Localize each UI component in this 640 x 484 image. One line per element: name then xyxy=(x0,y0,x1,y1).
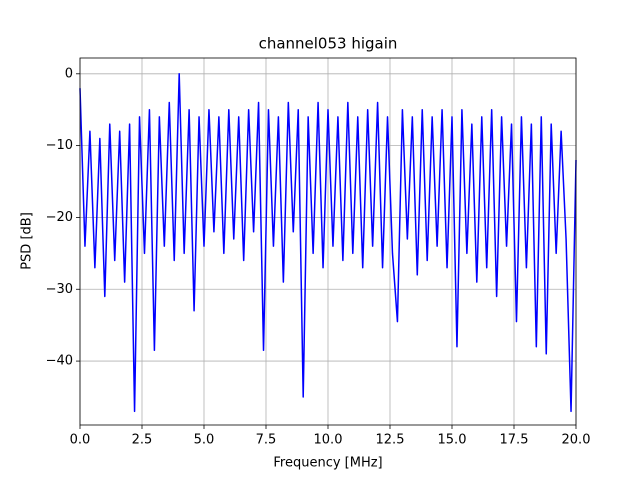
y-tick-label: −40 xyxy=(46,354,73,369)
x-tick-label: 7.5 xyxy=(256,433,277,448)
x-tick-label: 0.0 xyxy=(70,433,91,448)
x-tick-label: 10.0 xyxy=(314,433,343,448)
y-axis-label: PSD [dB] xyxy=(20,212,35,270)
x-tick-label: 20.0 xyxy=(562,433,591,448)
x-axis-label: Frequency [MHz] xyxy=(273,456,382,471)
plot-frame xyxy=(79,57,577,426)
y-tick-label: −10 xyxy=(46,138,73,153)
chart-title: channel053 higain xyxy=(259,35,398,53)
y-tick-label: −30 xyxy=(46,282,73,297)
x-tick-label: 5.0 xyxy=(194,433,215,448)
y-tick-label: 0 xyxy=(65,66,73,81)
x-tick-label: 2.5 xyxy=(132,433,153,448)
x-tick-label: 15.0 xyxy=(438,433,467,448)
y-tick-label: −20 xyxy=(46,210,73,225)
x-tick-label: 12.5 xyxy=(376,433,405,448)
x-tick-label: 17.5 xyxy=(500,433,529,448)
data-line xyxy=(79,73,577,413)
